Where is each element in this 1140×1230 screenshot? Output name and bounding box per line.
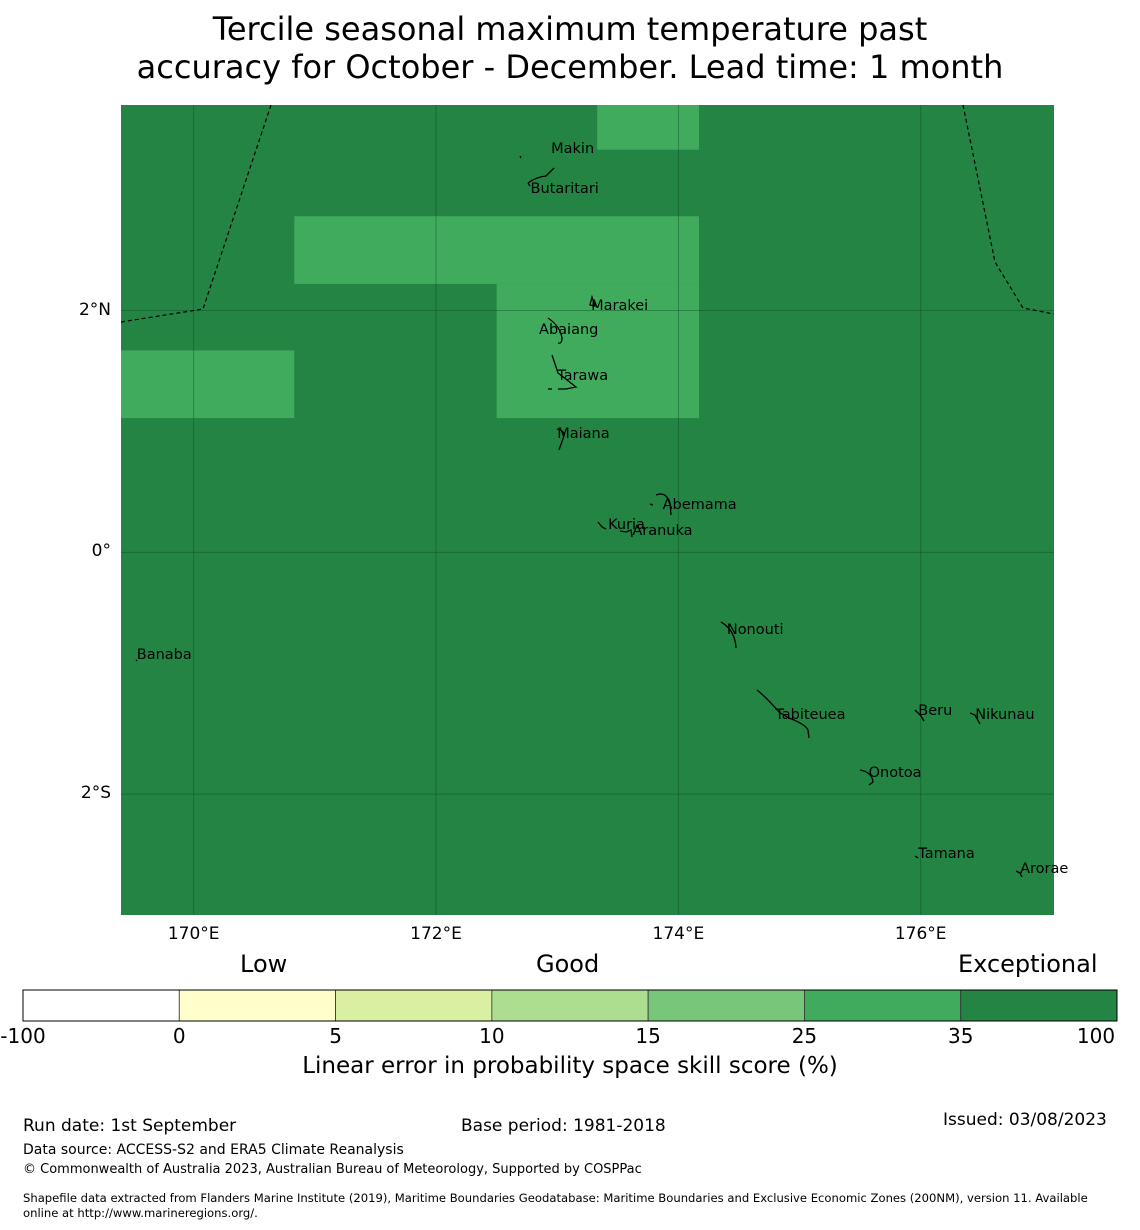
skill-cell-2	[496, 283, 699, 419]
data-source: Data source: ACCESS-S2 and ERA5 Climate …	[23, 1142, 404, 1158]
island-aranuka	[619, 529, 633, 538]
place-label-tabiteuea: Tabiteuea	[775, 706, 846, 723]
run-date: Run date: 1st September	[23, 1116, 237, 1136]
colorbar-tick-label: 0	[172, 1024, 186, 1048]
shapefile-credit-line-1: Shapefile data extracted from Flanders M…	[23, 1191, 1088, 1205]
place-label-kuria: Kuria	[608, 516, 645, 533]
colorbar-tick-label: 100	[1076, 1024, 1116, 1048]
copyright: © Commonwealth of Australia 2023, Austra…	[23, 1162, 642, 1177]
place-label-abemama: Abemama	[662, 497, 737, 514]
place-label-banaba: Banaba	[136, 647, 192, 664]
island-banaba	[135, 659, 138, 662]
island-tarawa	[548, 354, 578, 390]
colorbar-bin-4	[647, 989, 805, 1022]
island-tabiteuea	[756, 689, 810, 739]
island-abemama	[649, 493, 672, 516]
lon-tick-label: 172°E	[410, 924, 462, 944]
colorbar-bin-5	[804, 989, 962, 1022]
skill-cell-1	[294, 216, 699, 284]
lon-tick-label: 176°E	[894, 924, 947, 944]
title-line-2: accuracy for October - December. Lead ti…	[136, 48, 1004, 86]
colorbar-bin-1	[178, 989, 336, 1022]
place-label-arorae: Arorae	[1020, 861, 1069, 878]
colorbar-tick-label: 35	[947, 1024, 974, 1048]
island-marakei	[589, 294, 596, 307]
place-label-butaritari: Butaritari	[530, 180, 599, 197]
colorbar-tick-label: 15	[635, 1024, 661, 1048]
island-beru	[914, 709, 925, 722]
island-abaiang	[547, 317, 563, 344]
lat-tick-label: 0°	[91, 541, 111, 562]
issued-date: Issued: 03/08/2023	[943, 1110, 1107, 1130]
eez-boundary-east	[962, 104, 1055, 315]
place-label-beru: Beru	[918, 702, 953, 719]
place-label-tarawa: Tarawa	[557, 368, 609, 384]
colorbar-tick-label: 5	[329, 1024, 342, 1048]
place-label-makin: Makin	[551, 140, 595, 157]
island-maiana	[556, 428, 565, 451]
category-exceptional: Exceptional	[958, 950, 1098, 978]
island-tamana	[914, 855, 919, 859]
chart-title: Tercile seasonal maximum temperature pas…	[0, 10, 1140, 86]
map-plot-area	[120, 104, 1055, 915]
place-label-maiana: Maiana	[557, 426, 610, 443]
colorbar	[22, 989, 1118, 1022]
lat-tick-label: 2°S	[80, 783, 111, 804]
skill-cell-3	[121, 350, 295, 419]
island-nikunau	[969, 712, 981, 725]
place-label-aranuka: Aranuka	[632, 522, 693, 539]
island-nonouti	[720, 621, 737, 649]
category-good: Good	[536, 950, 600, 978]
lat-tick-label: 2°N	[78, 299, 111, 320]
island-kuria	[597, 521, 607, 530]
place-label-nonouti: Nonouti	[726, 621, 784, 638]
place-label-abaiang: Abaiang	[539, 322, 599, 339]
skill-cell-0	[597, 105, 699, 150]
colorbar-bin-2	[335, 989, 493, 1022]
colorbar-tick-label: -100	[0, 1024, 46, 1048]
island-arorae	[1015, 870, 1023, 878]
colorbar-frame	[22, 989, 1118, 1022]
colorbar-bin-3	[491, 989, 649, 1022]
eez-boundary-west	[120, 104, 272, 323]
category-low: Low	[240, 950, 288, 978]
island-butaritari	[527, 167, 555, 187]
colorbar-tick-label: 25	[791, 1024, 818, 1048]
island-onotoa	[859, 769, 874, 786]
island-makin	[519, 155, 522, 159]
lon-tick-label: 174°E	[652, 924, 705, 944]
colorbar-tick-label: 10	[479, 1024, 505, 1048]
place-label-tamana: Tamana	[918, 845, 975, 862]
colorbar-bin-0	[22, 989, 180, 1022]
title-line-1: Tercile seasonal maximum temperature pas…	[212, 10, 928, 48]
colorbar-bin-6	[960, 989, 1118, 1022]
base-period: Base period: 1981-2018	[461, 1116, 666, 1136]
colorbar-label: Linear error in probability space skill …	[302, 1053, 838, 1079]
place-label-onotoa: Onotoa	[868, 764, 922, 781]
place-label-nikunau: Nikunau	[975, 706, 1035, 723]
shapefile-credit-line-2: online at http://www.marineregions.org/.	[23, 1206, 258, 1220]
lon-tick-label: 170°E	[167, 924, 220, 944]
place-label-marakei: Marakei	[591, 297, 649, 314]
